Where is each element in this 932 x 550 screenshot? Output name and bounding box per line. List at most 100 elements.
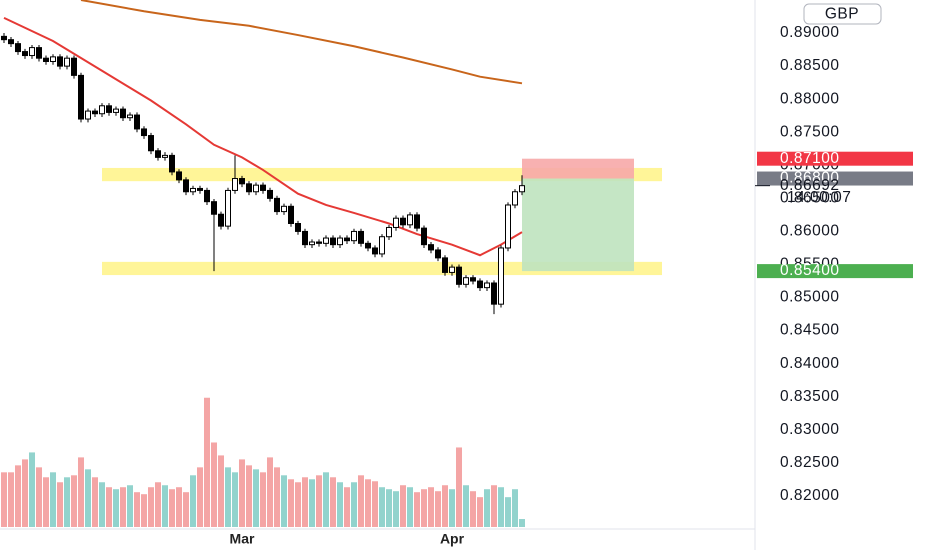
y-tick-label: 0.83500 bbox=[780, 388, 840, 405]
candle-body bbox=[71, 57, 77, 76]
y-tick-label: 0.86500 bbox=[780, 189, 840, 206]
volume-bar bbox=[463, 485, 469, 527]
moving-average bbox=[80, 0, 523, 85]
plot bbox=[1, 0, 662, 527]
candle-body bbox=[29, 47, 35, 57]
candle-body bbox=[92, 110, 98, 115]
volume-bar bbox=[512, 489, 518, 527]
volume-bar bbox=[400, 485, 406, 527]
volume-bar bbox=[435, 491, 441, 527]
candle-body bbox=[141, 128, 147, 137]
price-tag-label: 0.85400 bbox=[780, 262, 840, 279]
candle-body bbox=[106, 105, 112, 113]
candle-body bbox=[365, 242, 371, 249]
volume-bar bbox=[274, 467, 280, 527]
volume-bar bbox=[498, 487, 504, 527]
volume-bar bbox=[442, 485, 448, 527]
price-tag bbox=[757, 151, 913, 166]
volume-bar bbox=[414, 492, 420, 527]
candle-body bbox=[246, 183, 252, 193]
volume-bar bbox=[155, 482, 161, 527]
x-tick-label: Mar bbox=[230, 531, 255, 547]
candle-body bbox=[421, 227, 427, 246]
volume-bar bbox=[253, 469, 259, 527]
candle-body bbox=[36, 47, 42, 59]
candle-body bbox=[379, 236, 385, 255]
volume-bar bbox=[316, 475, 322, 527]
price-tag-label: 0.87100 bbox=[780, 150, 840, 167]
volume-bar bbox=[309, 479, 315, 527]
currency-badge[interactable] bbox=[803, 3, 882, 25]
volume-bar bbox=[211, 442, 217, 527]
volume-bar bbox=[50, 472, 56, 527]
volume-bar bbox=[106, 487, 112, 527]
volume-bar bbox=[127, 485, 133, 527]
volume-bar bbox=[323, 472, 329, 527]
volume-bar bbox=[484, 489, 490, 527]
volume-bar bbox=[337, 482, 343, 527]
volume-bar bbox=[36, 467, 42, 527]
y-tick-label: 0.89000 bbox=[780, 24, 840, 41]
candle-body bbox=[127, 114, 133, 119]
candle-body bbox=[288, 205, 294, 224]
volume-bar bbox=[456, 447, 462, 527]
candle-body bbox=[302, 230, 308, 246]
volume-bar bbox=[218, 455, 224, 527]
countdown: 14:00:07 bbox=[787, 189, 851, 206]
y-tick-label: 0.84500 bbox=[780, 322, 840, 339]
candle-body bbox=[1, 35, 7, 41]
candle-body bbox=[442, 257, 448, 273]
price-tag bbox=[757, 171, 913, 186]
candle-body bbox=[274, 197, 280, 213]
candle-body bbox=[358, 230, 364, 244]
volume-bar bbox=[176, 487, 182, 527]
volume-bar bbox=[365, 479, 371, 527]
y-tick-label: 0.82000 bbox=[780, 487, 840, 504]
candle-body bbox=[176, 171, 182, 181]
candle-body bbox=[15, 43, 21, 53]
candle-body bbox=[316, 241, 322, 244]
y-tick-label: 0.88000 bbox=[780, 90, 840, 107]
volume-bar bbox=[190, 475, 196, 527]
candle-body bbox=[512, 191, 518, 206]
y-tick-label: 0.85000 bbox=[780, 289, 840, 306]
volume-bar bbox=[428, 487, 434, 527]
volume-bar bbox=[519, 519, 525, 527]
candle-body bbox=[477, 280, 483, 289]
volume-bar bbox=[15, 465, 21, 527]
volume-bar bbox=[57, 482, 63, 527]
y-tick-label: 0.88500 bbox=[780, 57, 840, 74]
candle-body bbox=[155, 150, 161, 158]
candle-body bbox=[78, 74, 84, 120]
volume-bar bbox=[183, 492, 189, 527]
volume-bar bbox=[358, 475, 364, 527]
volume-bar bbox=[281, 475, 287, 527]
candle-body bbox=[85, 110, 91, 120]
candle-body bbox=[190, 187, 196, 193]
candle-body bbox=[211, 201, 217, 215]
y-tick-label: 0.84000 bbox=[780, 355, 840, 372]
volume-bar bbox=[92, 477, 98, 527]
price-tag bbox=[757, 264, 913, 279]
volume-bar bbox=[225, 467, 231, 527]
candle-body bbox=[309, 241, 315, 246]
current-price: 0.86692 bbox=[780, 177, 840, 194]
volume-bar bbox=[8, 472, 14, 527]
candle-body bbox=[330, 237, 336, 246]
candle-body bbox=[344, 237, 350, 242]
candle-body bbox=[498, 247, 504, 305]
candle-body bbox=[470, 277, 476, 282]
candle-body bbox=[43, 57, 49, 62]
candle-body bbox=[204, 189, 210, 203]
candle-body bbox=[64, 57, 70, 67]
volume-bar bbox=[288, 479, 294, 527]
volume-bar bbox=[351, 482, 357, 527]
candle-body bbox=[197, 187, 203, 191]
candle-body bbox=[463, 277, 469, 285]
candle-body bbox=[134, 114, 140, 130]
y-tick-label: 0.82500 bbox=[780, 454, 840, 471]
candle-body bbox=[120, 108, 126, 119]
candle-body bbox=[183, 179, 189, 193]
candle-body bbox=[50, 56, 56, 62]
volume-bar bbox=[85, 469, 91, 527]
